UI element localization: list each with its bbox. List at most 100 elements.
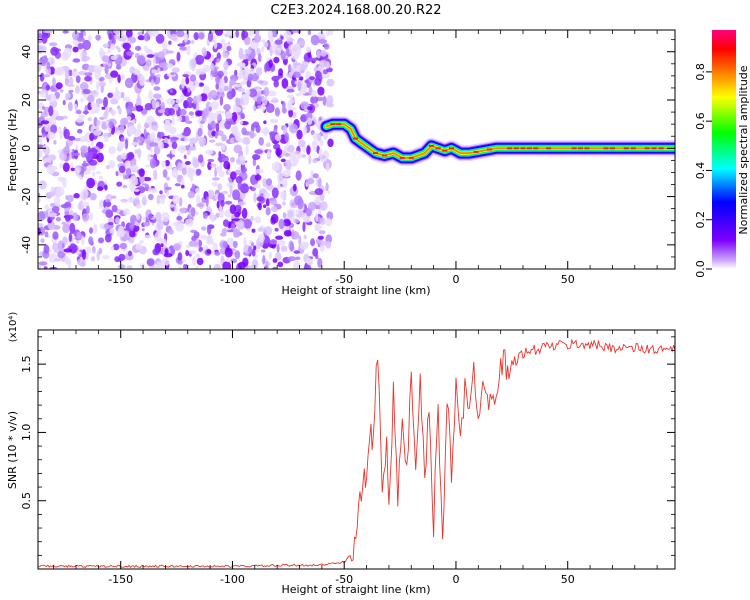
noise-blob <box>279 173 282 182</box>
noise-blob <box>42 106 45 110</box>
noise-blob <box>132 119 136 123</box>
noise-blob <box>195 55 204 65</box>
noise-blob <box>99 51 107 55</box>
colorbar-tick-label: 0.2 <box>694 211 707 229</box>
noise-blob <box>196 169 201 175</box>
noise-blob <box>267 151 271 158</box>
noise-blob <box>173 243 181 251</box>
noise-blob <box>77 37 85 42</box>
noise-blob <box>163 169 168 178</box>
noise-blob <box>182 168 187 176</box>
noise-blob <box>233 241 238 248</box>
noise-blob <box>243 97 249 104</box>
noise-blob <box>293 157 299 166</box>
noise-blob <box>313 133 318 140</box>
noise-blob <box>44 204 49 210</box>
noise-blob <box>147 258 155 266</box>
noise-blob <box>120 243 128 249</box>
noise-blob <box>282 102 286 109</box>
signal-peak <box>353 138 358 140</box>
noise-blob <box>191 207 196 216</box>
noise-blob <box>241 167 247 173</box>
noise-blob <box>161 258 169 266</box>
noise-blob <box>226 28 234 36</box>
noise-blob <box>54 67 62 76</box>
chart-title: C2E3.2024.168.00.20.R22 <box>270 3 441 18</box>
noise-blob <box>52 206 60 212</box>
spectrogram-x-tick-label: 0 <box>452 273 459 286</box>
noise-blob <box>175 183 181 186</box>
noise-blob <box>198 32 204 39</box>
noise-blob <box>142 197 147 206</box>
noise-blob <box>263 120 266 124</box>
noise-blob <box>115 217 120 224</box>
noise-blob <box>122 185 127 189</box>
noise-blob <box>221 78 225 89</box>
noise-blob <box>209 90 217 98</box>
noise-blob <box>272 162 280 171</box>
noise-blob <box>302 222 305 233</box>
noise-blob <box>177 116 183 121</box>
noise-blob <box>235 107 241 113</box>
noise-blob <box>172 168 179 179</box>
noise-blob <box>225 248 233 258</box>
noise-blob <box>76 167 80 176</box>
noise-blob <box>185 218 194 226</box>
noise-blob <box>73 58 81 62</box>
noise-blob <box>273 258 278 263</box>
noise-blob <box>110 109 116 116</box>
noise-blob <box>61 204 70 208</box>
noise-blob <box>191 40 195 45</box>
signal-peak <box>533 147 538 149</box>
spectrogram-y-tick-label: -40 <box>20 236 33 254</box>
noise-blob <box>275 40 283 45</box>
noise-blob <box>266 178 272 185</box>
spectrogram-x-tick-label: -100 <box>220 273 245 286</box>
noise-blob <box>219 209 224 218</box>
noise-blob <box>136 136 144 143</box>
noise-blob <box>158 109 165 113</box>
noise-blob <box>45 28 53 33</box>
snr-x-tick-label: 0 <box>452 573 459 586</box>
noise-blob <box>284 31 292 39</box>
noise-blob <box>87 95 94 103</box>
noise-blob <box>300 64 305 71</box>
noise-blob <box>139 240 143 243</box>
noise-blob <box>214 40 218 49</box>
noise-blob <box>237 220 245 230</box>
noise-blob <box>210 163 216 167</box>
noise-blob <box>282 170 291 177</box>
noise-blob <box>136 204 142 209</box>
noise-blob <box>105 209 113 218</box>
noise-blob <box>172 142 178 149</box>
noise-blob <box>291 218 295 222</box>
noise-blob <box>40 73 45 82</box>
signal-peak <box>487 149 492 151</box>
noise-blob <box>48 191 56 196</box>
noise-blob <box>301 154 306 158</box>
noise-blob <box>222 228 227 234</box>
noise-blob <box>76 251 81 255</box>
noise-blob <box>289 124 298 134</box>
noise-blob <box>260 242 264 247</box>
noise-blob <box>224 121 231 130</box>
noise-blob <box>83 161 87 165</box>
noise-blob <box>227 91 234 100</box>
signal-track <box>326 124 675 158</box>
noise-blob <box>81 168 84 177</box>
noise-blob <box>232 189 240 200</box>
noise-blob <box>255 169 263 174</box>
noise-blob <box>48 106 53 117</box>
noise-blob <box>41 120 49 124</box>
noise-blob <box>93 224 98 234</box>
noise-blob <box>152 99 156 109</box>
noise-blob <box>232 112 237 122</box>
noise-blob <box>298 140 305 148</box>
noise-blob <box>291 229 294 240</box>
noise-blob <box>314 78 321 86</box>
noise-blob <box>123 97 131 102</box>
noise-blob <box>281 246 288 252</box>
noise-blob <box>157 219 164 230</box>
noise-blob <box>315 188 323 195</box>
